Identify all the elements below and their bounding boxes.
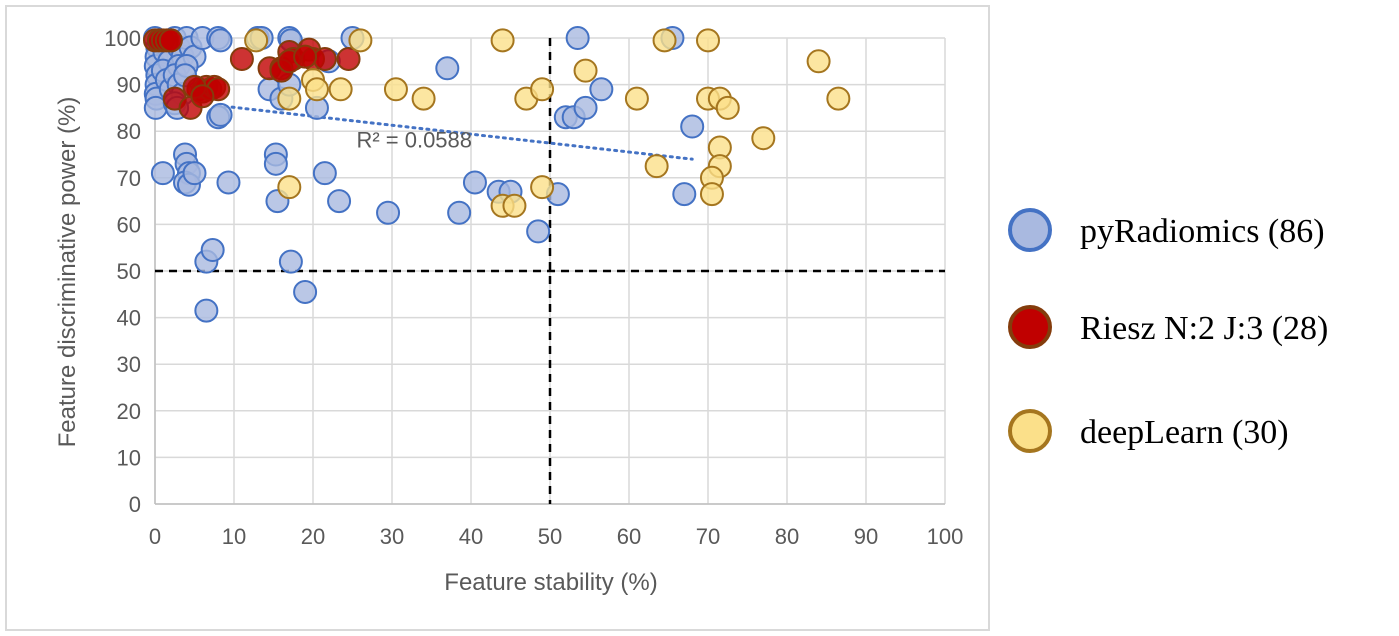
data-point	[200, 238, 225, 263]
data-point	[150, 161, 175, 186]
x-axis-title: Feature stability (%)	[444, 569, 657, 596]
data-point	[348, 28, 373, 53]
x-tick-label: 80	[775, 524, 799, 549]
data-point	[277, 175, 302, 200]
data-point	[652, 28, 677, 53]
y-tick-label: 60	[117, 212, 141, 237]
data-point	[672, 182, 697, 207]
data-point	[312, 161, 337, 186]
series-1	[143, 28, 361, 120]
data-point	[589, 77, 614, 102]
data-point	[277, 86, 302, 111]
data-point	[336, 46, 361, 71]
y-tick-labels: 0 10 20 30 40 50 60 70 80 90 100	[104, 26, 141, 517]
legend-marker	[1008, 409, 1052, 453]
y-tick-label: 70	[117, 166, 141, 191]
x-tick-label: 0	[149, 524, 161, 549]
data-point	[411, 86, 436, 111]
x-tick-label: 10	[222, 524, 246, 549]
data-point	[328, 77, 353, 102]
data-point	[447, 200, 472, 225]
x-tick-label: 20	[301, 524, 325, 549]
data-point	[182, 161, 207, 186]
data-point	[208, 102, 233, 127]
data-point	[293, 44, 318, 69]
legend-label: Riesz N:2 J:3 (28)	[1080, 310, 1328, 347]
data-point	[573, 58, 598, 83]
data-point	[208, 28, 233, 53]
data-point	[826, 86, 851, 111]
data-point	[376, 200, 401, 225]
data-point	[806, 49, 831, 74]
y-axis-title: Feature discriminative power (%)	[54, 97, 81, 448]
y-tick-label: 50	[117, 259, 141, 284]
data-point	[278, 249, 303, 274]
y-tick-label: 30	[117, 352, 141, 377]
data-point	[244, 28, 269, 53]
x-tick-label: 60	[617, 524, 641, 549]
x-tick-label: 30	[380, 524, 404, 549]
legend-marker	[1008, 208, 1052, 252]
data-point	[573, 95, 598, 120]
data-point	[624, 86, 649, 111]
x-tick-label: 100	[927, 524, 964, 549]
data-point	[312, 46, 337, 71]
data-point	[751, 126, 776, 151]
x-tick-label: 50	[538, 524, 562, 549]
legend-label: deepLearn (30)	[1080, 414, 1289, 451]
x-tick-label: 70	[696, 524, 720, 549]
data-points	[143, 26, 851, 323]
y-tick-label: 100	[104, 26, 141, 51]
data-point	[216, 170, 241, 195]
data-point	[462, 170, 487, 195]
data-point	[680, 114, 705, 139]
y-tick-label: 10	[117, 445, 141, 470]
data-point	[644, 154, 669, 179]
legend: pyRadiomics (86) Riesz N:2 J:3 (28) deepLe…	[1008, 208, 1328, 453]
legend-marker	[1008, 305, 1052, 349]
data-point	[565, 26, 590, 50]
series-2	[244, 28, 851, 218]
y-tick-label: 0	[129, 492, 141, 517]
data-point	[699, 182, 724, 207]
x-tick-label: 40	[459, 524, 483, 549]
data-point	[194, 298, 219, 323]
data-point	[263, 151, 288, 176]
data-point	[158, 28, 183, 53]
data-point	[435, 56, 460, 81]
data-point	[304, 77, 329, 102]
data-point	[190, 84, 215, 109]
data-point	[696, 28, 720, 53]
x-tick-labels: 0 10 20 30 40 50 60 70 80 90 100	[149, 524, 963, 549]
trendline	[216, 104, 694, 161]
data-point	[526, 219, 551, 244]
legend-label: pyRadiomics (86)	[1080, 213, 1325, 250]
trendline-path	[216, 104, 694, 161]
x-tick-label: 90	[854, 524, 878, 549]
data-point	[530, 175, 555, 200]
y-tick-label: 80	[117, 119, 141, 144]
r2-label: R² = 0.0588	[356, 128, 472, 153]
data-point	[490, 28, 515, 53]
data-point	[383, 77, 408, 102]
y-tick-label: 20	[117, 399, 141, 424]
data-point	[530, 77, 555, 102]
data-point	[715, 95, 740, 120]
data-point	[229, 46, 254, 71]
data-point	[293, 279, 318, 304]
data-point	[502, 193, 527, 218]
y-tick-label: 40	[117, 306, 141, 331]
data-point	[327, 189, 352, 214]
y-tick-label: 90	[117, 73, 141, 98]
